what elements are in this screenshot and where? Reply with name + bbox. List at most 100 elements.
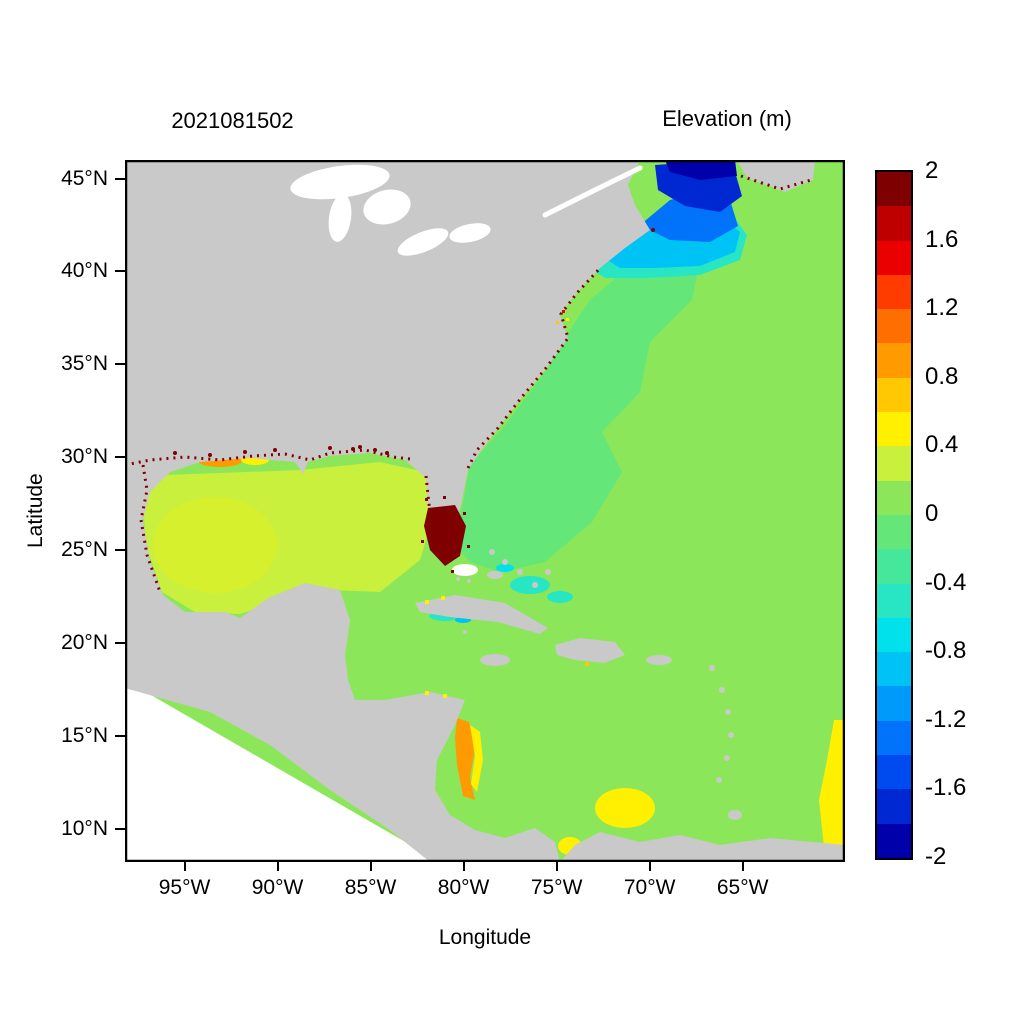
x-tick-mark bbox=[741, 862, 744, 871]
bahamas-islands bbox=[487, 549, 551, 588]
colorbar-tick-label: 0 bbox=[925, 500, 939, 527]
colorbar-tick-label: 1.6 bbox=[925, 225, 959, 253]
x-tick-label: 90°W bbox=[251, 876, 304, 899]
turquoise-patch bbox=[547, 591, 573, 603]
colorbar-tick-label: 2 bbox=[925, 157, 939, 184]
island-andros bbox=[487, 571, 503, 579]
x-tick-label: 65°W bbox=[716, 876, 769, 899]
florida-keys-dot bbox=[467, 579, 471, 583]
colorbar-cell-10 bbox=[877, 514, 911, 550]
island-dot bbox=[532, 582, 538, 588]
y-tick-label: 25°N bbox=[61, 538, 108, 561]
coastal-speckles bbox=[125, 174, 812, 593]
honduras-coast-speck bbox=[425, 691, 429, 695]
gulf-of-mexico-elevation bbox=[143, 462, 432, 614]
speckle-dot bbox=[463, 512, 466, 515]
colorbar-cell-13 bbox=[877, 617, 911, 653]
cyan-streak bbox=[496, 564, 514, 572]
island-dot bbox=[517, 569, 523, 575]
speckle-dot bbox=[243, 450, 247, 454]
colorbar-cell-15 bbox=[877, 686, 911, 721]
colorbar-cell-3 bbox=[877, 274, 911, 310]
colorbar-cell-8 bbox=[877, 446, 911, 481]
y-tick-label: 15°N bbox=[61, 723, 108, 747]
y-tick-mark bbox=[115, 827, 125, 830]
x-tick-label: 95°W bbox=[158, 876, 211, 899]
speckle-dot bbox=[373, 448, 377, 452]
island-cuba bbox=[415, 595, 548, 634]
speckle-dot bbox=[467, 545, 470, 548]
map-svg bbox=[125, 160, 845, 862]
island-dot bbox=[724, 755, 730, 761]
y-tick-mark bbox=[115, 734, 125, 737]
x-axis-label: Longitude bbox=[438, 926, 532, 949]
island-dot bbox=[725, 709, 731, 715]
dark-red-blob bbox=[424, 505, 466, 566]
y-tick-mark bbox=[115, 456, 125, 459]
colorbar bbox=[875, 170, 913, 860]
colorbar-cell-12 bbox=[877, 583, 911, 618]
y-tick-label: 30°N bbox=[61, 445, 108, 469]
y-tick-mark bbox=[115, 363, 125, 366]
lesser-antilles bbox=[709, 665, 742, 820]
east-edge-yellow-band bbox=[819, 720, 845, 860]
colorbar-tick-label: -0.8 bbox=[925, 637, 967, 665]
speckle-dot bbox=[425, 498, 428, 501]
colorbar-tick-label: -2 bbox=[925, 843, 947, 870]
land-south-america bbox=[560, 832, 845, 862]
y-tick-label: 10°N bbox=[61, 816, 108, 840]
speckle-dot bbox=[451, 570, 454, 573]
chesapeake-speck bbox=[562, 310, 565, 313]
island-dot bbox=[502, 559, 508, 565]
honduras-coast-speck bbox=[443, 694, 447, 698]
speckle-dot bbox=[358, 445, 362, 449]
dry-cells-white bbox=[452, 564, 478, 576]
y-tick-mark bbox=[115, 270, 125, 273]
colorbar-cell-2 bbox=[877, 240, 911, 275]
florida-keys-dot bbox=[456, 577, 460, 581]
chesapeake-speck bbox=[556, 321, 559, 324]
island-dot bbox=[719, 687, 725, 693]
colorbar-title: Elevation (m) bbox=[662, 106, 792, 131]
speckle-dot bbox=[351, 447, 355, 451]
speckle-dot bbox=[421, 540, 424, 543]
plot-title-datetime: 2021081502 bbox=[171, 108, 294, 133]
x-tick-label: 70°W bbox=[623, 876, 676, 899]
lake-ontario bbox=[449, 223, 491, 243]
colorbar-cell-4 bbox=[877, 309, 911, 344]
x-tick-label: 85°W bbox=[344, 876, 397, 899]
colorbar-cell-16 bbox=[877, 720, 911, 756]
everglades-high-elevation bbox=[421, 496, 470, 573]
drawdown-navy-core bbox=[665, 160, 737, 180]
nicaragua-coast-orange bbox=[455, 718, 475, 800]
colorbar-cell-6 bbox=[877, 377, 911, 413]
map-panel bbox=[125, 160, 845, 862]
colorbar-cell-19 bbox=[877, 823, 911, 858]
island-dot bbox=[545, 569, 551, 575]
y-tick-mark bbox=[115, 641, 125, 644]
hispaniola-coast-speck bbox=[585, 662, 589, 666]
gulf-of-maine-drawdown bbox=[585, 160, 747, 278]
x-tick-mark bbox=[369, 862, 372, 871]
island-cayman bbox=[463, 630, 467, 634]
atlantic-shelf-elevation bbox=[455, 255, 700, 572]
cuba-coast-speck bbox=[441, 596, 445, 600]
x-tick-mark bbox=[183, 862, 186, 871]
colorbar-cell-14 bbox=[877, 652, 911, 687]
gulf-coast-speckles bbox=[125, 448, 411, 467]
x-tick-mark bbox=[648, 862, 651, 871]
island-dot bbox=[489, 549, 495, 555]
colorbar-tick-label: -0.4 bbox=[925, 568, 967, 596]
florida-bay bbox=[452, 564, 478, 583]
atlantic-coast-speckles bbox=[466, 265, 603, 469]
chesapeake-speck bbox=[566, 318, 569, 321]
colorbar-cell-5 bbox=[877, 343, 911, 378]
great-lakes bbox=[290, 164, 643, 256]
x-tick-label: 75°W bbox=[530, 876, 583, 899]
plot-frame bbox=[125, 160, 845, 862]
caribbean-islands bbox=[415, 549, 742, 820]
island-hispaniola bbox=[555, 638, 625, 663]
island-puerto-rico bbox=[646, 655, 672, 665]
island-dot bbox=[716, 777, 722, 783]
x-tick-label: 80°W bbox=[437, 876, 490, 899]
